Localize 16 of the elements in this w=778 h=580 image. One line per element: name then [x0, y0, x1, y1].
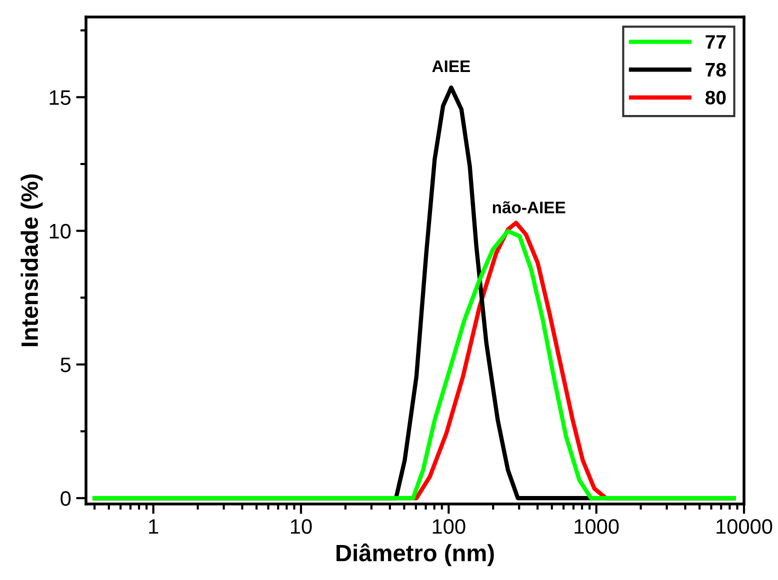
annotation: não-AIEE: [492, 201, 566, 214]
y-axis-title: Intensidade (%): [20, 174, 43, 346]
y-tick-label: 10: [50, 224, 71, 239]
x-axis-title: Diâmetro (nm): [336, 544, 494, 566]
x-tick-label: 1000: [574, 519, 619, 534]
x-tick-label: 1: [149, 519, 158, 534]
x-tick-label: 100: [432, 519, 466, 534]
legend-label: 78: [706, 62, 726, 77]
y-tick-label: 15: [50, 90, 71, 105]
x-tick-label: 10: [291, 519, 312, 534]
y-tick-label: 0: [60, 491, 71, 506]
x-tick-label: 10000: [716, 519, 772, 534]
y-tick-label: 5: [60, 358, 71, 372]
legend-label: 77: [706, 35, 726, 49]
annotation: AIEE: [432, 60, 470, 72]
legend-label: 80: [705, 90, 726, 104]
